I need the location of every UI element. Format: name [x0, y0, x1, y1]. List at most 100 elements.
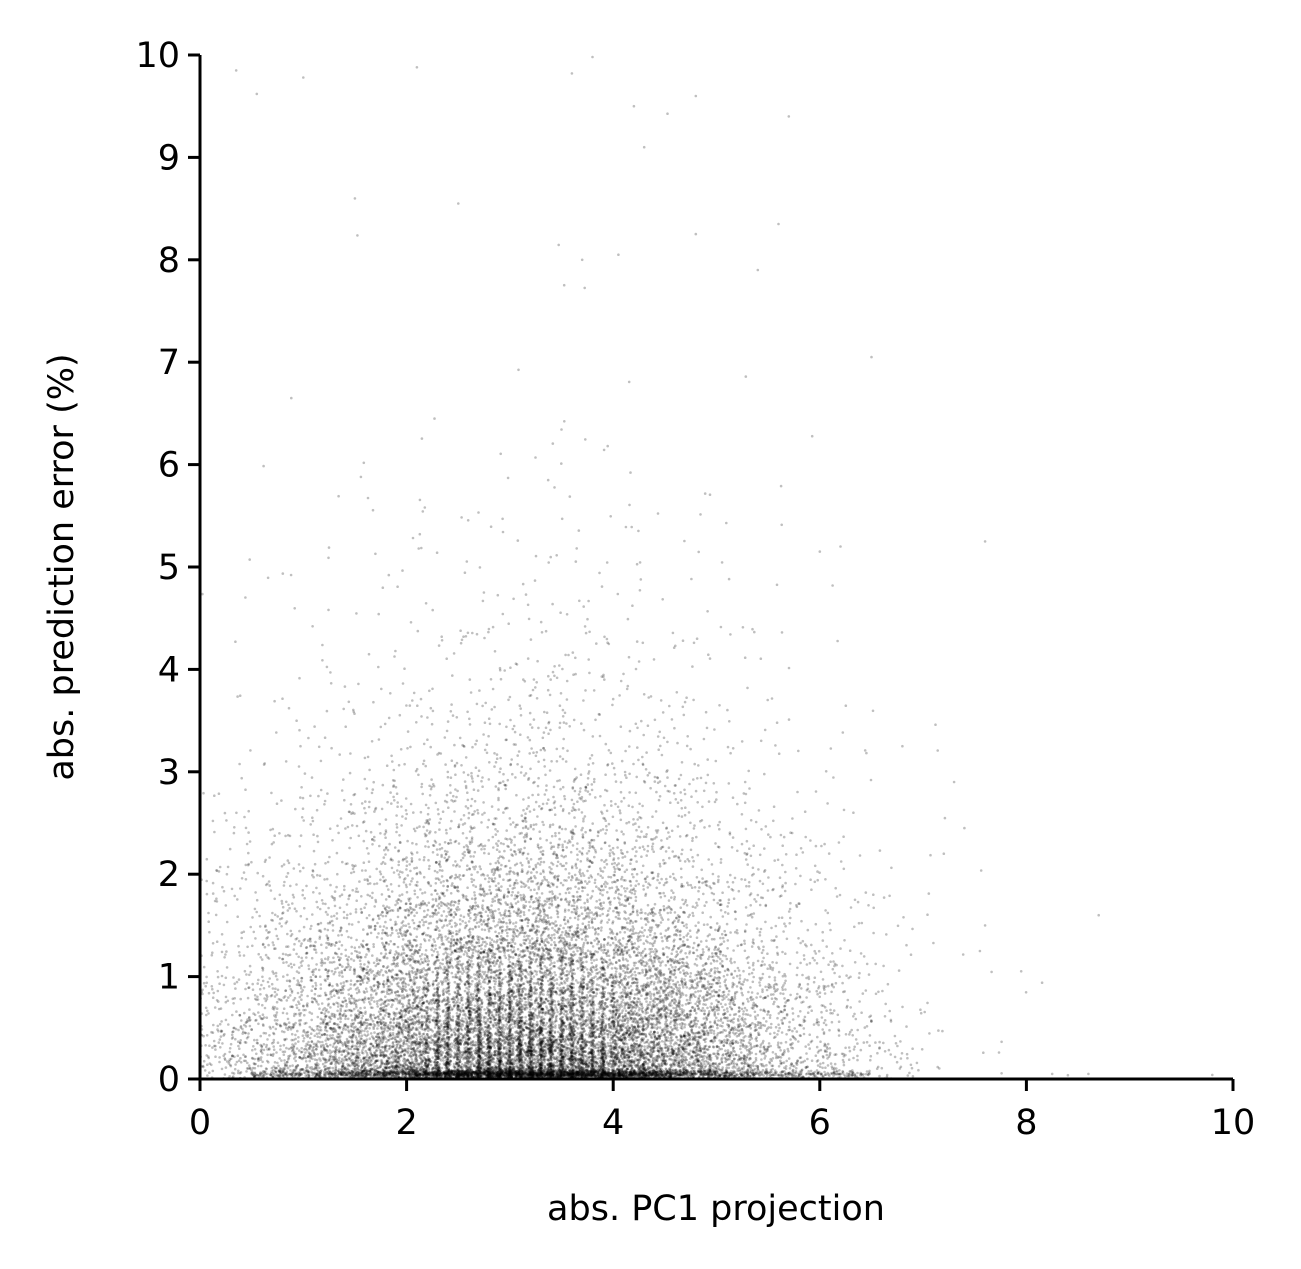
scatter-point	[389, 918, 392, 922]
scatter-point	[396, 801, 400, 804]
scatter-point	[476, 789, 480, 792]
scatter-point	[421, 918, 424, 922]
scatter-point	[517, 1060, 521, 1063]
scatter-point	[224, 995, 228, 999]
scatter-point	[676, 1038, 680, 1042]
scatter-point	[787, 1057, 791, 1060]
scatter-point	[577, 529, 581, 532]
scatter-points	[198, 55, 1214, 1081]
scatter-point	[578, 790, 582, 793]
scatter-point	[536, 936, 539, 940]
scatter-point	[775, 945, 779, 949]
scatter-point	[295, 1006, 299, 1010]
scatter-point	[364, 902, 368, 906]
scatter-point	[408, 1003, 412, 1007]
scatter-point	[749, 904, 752, 907]
scatter-point	[483, 636, 486, 640]
scatter-point	[309, 794, 312, 798]
scatter-point	[768, 1074, 772, 1077]
scatter-point	[325, 1042, 328, 1046]
scatter-point	[658, 998, 661, 1001]
scatter-point	[662, 905, 666, 908]
scatter-point	[603, 882, 606, 886]
scatter-point	[743, 939, 746, 943]
scatter-point	[583, 625, 587, 628]
scatter-point	[821, 978, 825, 981]
scatter-point	[204, 984, 207, 988]
scatter-point	[847, 1046, 851, 1049]
scatter-point	[583, 286, 586, 290]
scatter-point	[518, 704, 522, 707]
scatter-point	[550, 899, 554, 902]
scatter-point	[627, 975, 630, 979]
scatter-point	[728, 1013, 732, 1017]
scatter-point	[477, 938, 481, 942]
scatter-point	[644, 912, 647, 915]
scatter-point	[694, 924, 697, 928]
scatter-point	[712, 898, 716, 902]
scatter-point	[392, 768, 396, 772]
scatter-point	[706, 758, 709, 761]
scatter-point	[381, 783, 385, 787]
scatter-point	[302, 1039, 305, 1043]
scatter-point	[688, 998, 692, 1001]
scatter-point	[360, 869, 364, 872]
scatter-point	[378, 925, 382, 928]
scatter-point	[641, 641, 645, 645]
scatter-point	[692, 914, 695, 918]
scatter-point	[726, 973, 729, 977]
scatter-point	[725, 995, 728, 999]
scatter-point	[528, 752, 531, 755]
scatter-point	[716, 967, 719, 970]
scatter-point	[582, 1027, 585, 1030]
scatter-point	[270, 1042, 274, 1045]
scatter-point	[856, 1071, 859, 1075]
scatter-point	[263, 945, 267, 949]
scatter-point	[495, 1038, 499, 1041]
scatter-point	[498, 722, 502, 726]
scatter-point	[534, 800, 538, 804]
scatter-point	[602, 816, 605, 820]
scatter-point	[571, 786, 575, 789]
scatter-point	[429, 706, 433, 710]
scatter-point	[365, 953, 368, 956]
scatter-point	[616, 592, 620, 596]
scatter-point	[563, 420, 566, 423]
scatter-point	[282, 1007, 286, 1010]
scatter-point	[587, 1061, 591, 1065]
scatter-point	[411, 952, 414, 956]
scatter-point	[849, 906, 853, 909]
scatter-point	[787, 1025, 791, 1029]
scatter-point	[628, 1050, 632, 1054]
scatter-point	[612, 909, 615, 913]
scatter-point	[662, 858, 665, 862]
scatter-point	[808, 1047, 811, 1050]
scatter-point	[415, 911, 419, 915]
scatter-point	[350, 1040, 354, 1044]
scatter-point	[280, 799, 283, 802]
scatter-point	[729, 751, 732, 755]
scatter-point	[337, 996, 341, 999]
scatter-point	[342, 910, 346, 914]
scatter-point	[425, 1042, 428, 1045]
scatter-point	[816, 992, 819, 996]
scatter-point	[315, 1058, 319, 1062]
scatter-point	[624, 525, 628, 529]
scatter-point	[350, 923, 354, 926]
scatter-point	[343, 968, 347, 972]
scatter-point	[444, 951, 448, 954]
scatter-point	[401, 682, 405, 685]
scatter-point	[497, 808, 500, 811]
scatter-point	[752, 1064, 755, 1068]
scatter-point	[525, 959, 528, 963]
scatter-point	[722, 940, 726, 943]
scatter-point	[318, 907, 322, 911]
scatter-point	[665, 945, 668, 949]
scatter-point	[628, 772, 631, 776]
scatter-point	[403, 667, 406, 670]
scatter-point	[283, 880, 286, 884]
scatter-point	[554, 920, 557, 923]
scatter-point	[335, 851, 339, 855]
scatter-point	[353, 946, 357, 949]
scatter-point	[626, 927, 629, 931]
